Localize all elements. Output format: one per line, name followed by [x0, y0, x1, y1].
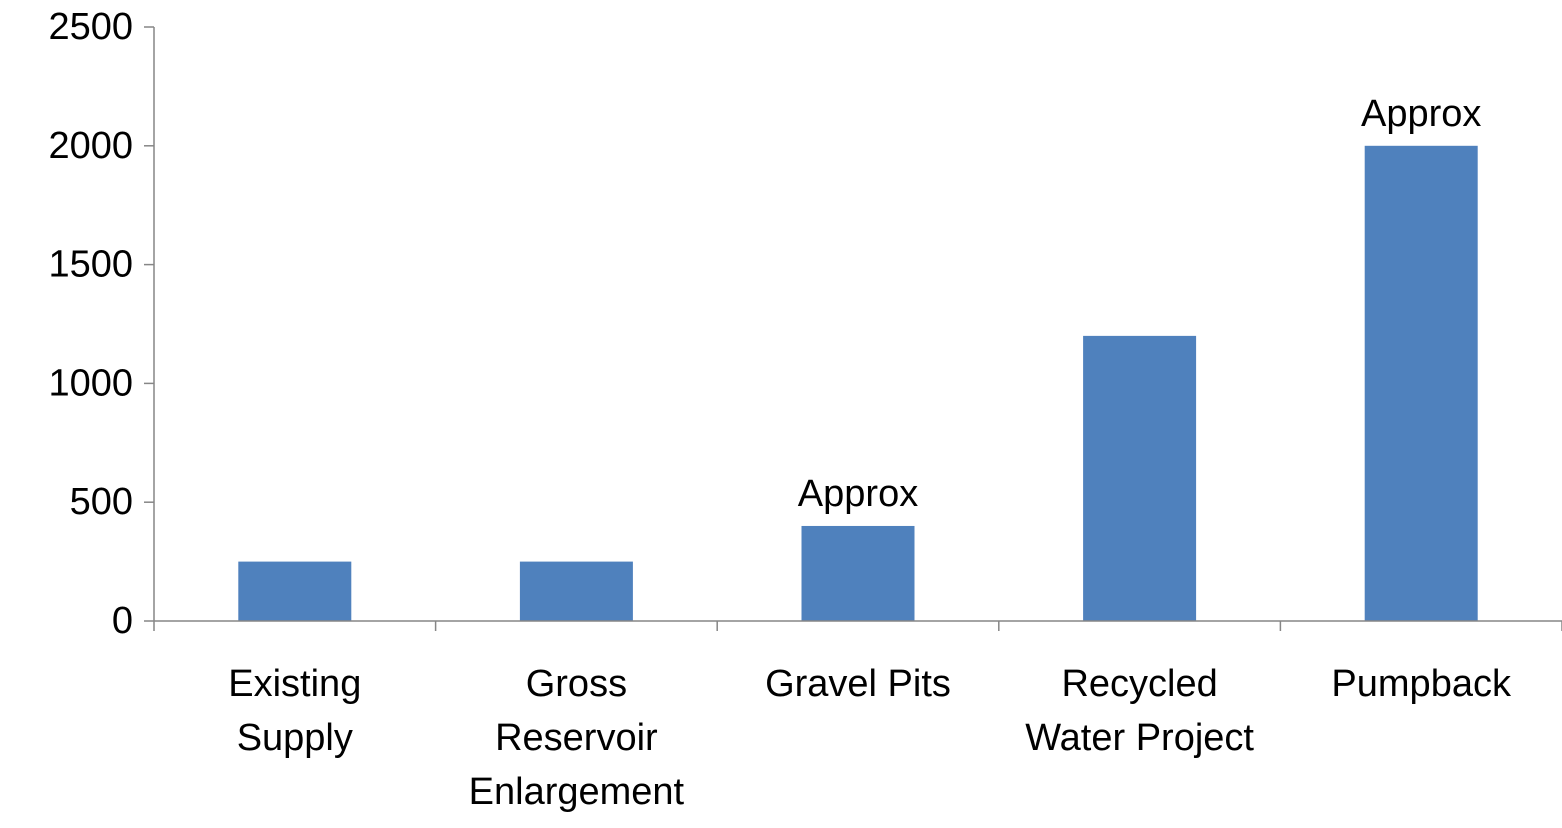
- x-tick-label-line: Gross: [526, 663, 627, 705]
- x-tick-label-line: Pumpback: [1331, 663, 1512, 705]
- bar-annotation: Approx: [1361, 93, 1481, 135]
- bar: [1364, 145, 1478, 622]
- x-tick-label: Recycled Water Project: [1025, 663, 1254, 759]
- x-tick-label: Existing Supply: [228, 663, 361, 759]
- x-tick-label-line: Recycled: [1061, 663, 1217, 705]
- y-tick-label: 0: [112, 600, 133, 642]
- x-tick-label: Gravel Pits: [765, 663, 951, 705]
- bar: [519, 561, 633, 621]
- x-tick-label-line: Enlargement: [469, 771, 685, 813]
- y-tick-label: 2500: [48, 6, 133, 48]
- bar: [1083, 335, 1197, 621]
- x-tick-label: Pumpback: [1331, 663, 1512, 705]
- x-tick-label-line: Existing: [228, 663, 361, 705]
- y-tick-label: 1500: [48, 244, 133, 286]
- bar-annotation: Approx: [798, 473, 918, 515]
- x-tick-label-line: Supply: [237, 717, 353, 759]
- bar: [801, 525, 915, 621]
- bar: [238, 561, 352, 621]
- x-tick-label-line: Reservoir: [495, 717, 658, 759]
- x-tick-label-line: Water Project: [1025, 717, 1254, 759]
- y-tick-label: 1000: [48, 362, 133, 404]
- x-tick-label-line: Gravel Pits: [765, 663, 951, 705]
- y-tick-label: 500: [70, 481, 133, 523]
- y-tick-label: 2000: [48, 125, 133, 167]
- x-tick-label: Gross Reservoir Enlargement: [469, 663, 685, 813]
